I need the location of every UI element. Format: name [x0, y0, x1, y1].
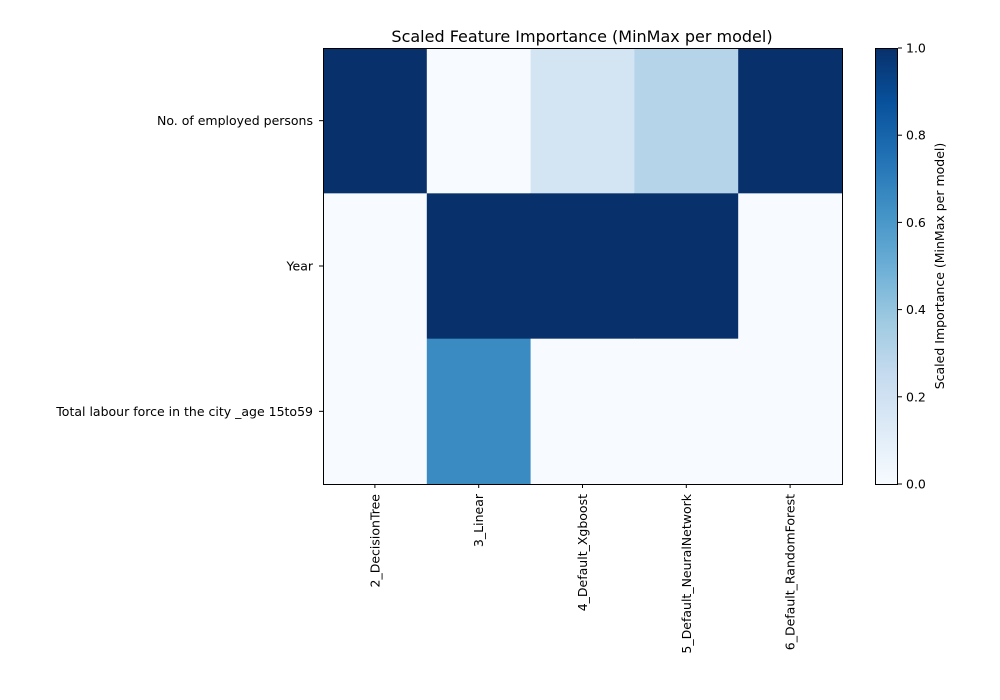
heatmap-cell	[634, 193, 739, 340]
heatmap-cell	[323, 48, 428, 194]
colorbar-tick-label: 1.0	[906, 41, 926, 56]
heatmap-cell	[426, 193, 532, 340]
x-axis: 2_DecisionTree 3_Linear 4_Default_Xgboost 5…	[367, 484, 798, 654]
y-tick-label: Year	[286, 259, 314, 274]
colorbar-tick-label: 0.6	[906, 215, 926, 230]
heatmap-cell	[323, 338, 428, 485]
colorbar-gradient	[876, 48, 898, 484]
chart-title: Scaled Feature Importance (MinMax per mo…	[391, 27, 772, 46]
y-axis: No. of employed persons Year Total labour …	[55, 113, 323, 419]
colorbar: 0.0 0.2 0.4 0.6 0.8 1.0 Scaled Importance (Mi…	[875, 41, 947, 492]
heatmap-cell	[738, 193, 843, 340]
heatmap-cells	[323, 48, 843, 485]
y-tick-label: No. of employed persons	[157, 113, 313, 128]
heatmap-cell	[738, 338, 843, 485]
heatmap-cell	[634, 48, 739, 194]
x-tick-label: 5_Default_NeuralNetwork	[679, 493, 694, 653]
heatmap-cell	[426, 338, 532, 485]
colorbar-label: Scaled Importance (MinMax per model)	[932, 143, 947, 390]
colorbar-tick-label: 0.8	[906, 128, 926, 143]
heatmap-cell	[530, 193, 635, 340]
colorbar-tick-label: 0.4	[906, 302, 926, 317]
heatmap-cell	[634, 338, 739, 485]
heatmap-cell	[530, 48, 635, 194]
colorbar-ticks: 0.0 0.2 0.4 0.6 0.8 1.0	[898, 41, 926, 492]
x-tick-label: 2_DecisionTree	[367, 494, 382, 588]
x-tick-label: 4_Default_Xgboost	[575, 494, 590, 611]
x-tick-label: 3_Linear	[471, 493, 486, 547]
colorbar-tick-label: 0.2	[906, 389, 926, 404]
x-tick-label: 6_Default_RandomForest	[783, 494, 798, 650]
heatmap-cell	[738, 48, 843, 194]
y-tick-label: Total labour force in the city _age 15to…	[55, 404, 313, 419]
colorbar-tick-label: 0.0	[906, 477, 926, 492]
heatmap-cell	[530, 338, 635, 485]
heatmap-cell	[426, 48, 532, 194]
colorbar-frame	[875, 48, 898, 485]
heatmap-cell	[323, 193, 428, 340]
